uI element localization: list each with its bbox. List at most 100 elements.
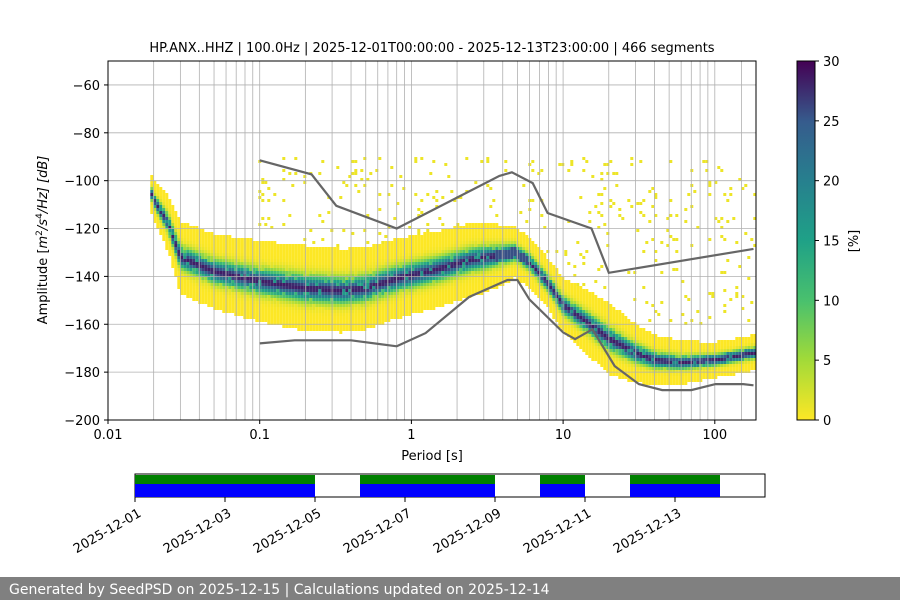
heatmap-cell (213, 265, 217, 268)
heatmap-cell (750, 343, 754, 346)
heatmap-cell (300, 304, 304, 307)
heatmap-cell (438, 271, 442, 274)
heatmap-cell (291, 271, 295, 274)
heatmap-cell (660, 337, 664, 340)
heatmap-cell (300, 280, 304, 283)
heatmap-cell (369, 271, 373, 274)
heatmap-cell (384, 241, 388, 244)
heatmap-cell (627, 364, 631, 367)
heatmap-cell (225, 271, 229, 274)
heatmap-cell (312, 322, 316, 325)
heatmap-cell (468, 280, 472, 283)
heatmap-cell (387, 280, 391, 283)
heatmap-cell (471, 271, 475, 274)
heatmap-cell (168, 250, 172, 253)
heatmap-cell (468, 265, 472, 268)
heatmap-cell (225, 301, 229, 304)
heatmap-cell (588, 340, 592, 343)
heatmap-cell (291, 280, 295, 283)
heatmap-cell (609, 349, 613, 352)
heatmap-cell (699, 352, 703, 355)
heatmap-cell (624, 325, 628, 328)
heatmap-cell (531, 277, 535, 280)
heatmap-cell (531, 274, 535, 277)
heatmap-cell (603, 313, 607, 316)
heatmap-cell (246, 259, 250, 262)
heatmap-cell (201, 268, 205, 271)
heatmap-cell (657, 349, 661, 352)
heatmap-cell (510, 235, 514, 238)
heatmap-cell (708, 373, 712, 376)
heatmap-cell (447, 280, 451, 283)
heatmap-cell (672, 370, 676, 373)
heatmap-cell (405, 268, 409, 271)
heatmap-cell (270, 319, 274, 322)
heatmap-cell (624, 322, 628, 325)
heatmap-cell (417, 247, 421, 250)
heatmap-cell (180, 277, 184, 280)
heatmap-cell (672, 376, 676, 379)
heatmap-cell (273, 289, 277, 292)
heatmap-cell (312, 283, 316, 286)
heatmap-cell (609, 346, 613, 349)
heatmap-cell (402, 310, 406, 313)
heatmap-cell (414, 289, 418, 292)
heatmap-cell (417, 259, 421, 262)
heatmap-cell (354, 325, 358, 328)
heatmap-cell (564, 331, 568, 334)
heatmap-cell (216, 274, 220, 277)
heatmap-cell (663, 352, 667, 355)
heatmap-cell (468, 268, 472, 271)
heatmap-cell (525, 241, 529, 244)
heatmap-cell (189, 250, 193, 253)
heatmap-cell (531, 283, 535, 286)
heatmap-cell (366, 271, 370, 274)
heatmap-cell (336, 298, 340, 301)
heatmap-cell (366, 241, 370, 244)
heatmap-cell (264, 316, 268, 319)
heatmap-cell (414, 274, 418, 277)
heatmap-cell (633, 271, 637, 274)
heatmap-cell (321, 322, 325, 325)
heatmap-cell (231, 238, 235, 241)
heatmap-cell (534, 247, 538, 250)
heatmap-cell (486, 253, 490, 256)
heatmap-cell (267, 301, 271, 304)
heatmap-cell (192, 229, 196, 232)
heatmap-cell (507, 256, 511, 259)
heatmap-cell (264, 256, 268, 259)
heatmap-cell (432, 274, 436, 277)
heatmap-cell (285, 280, 289, 283)
heatmap-cell (546, 283, 550, 286)
heatmap-cell (456, 286, 460, 289)
heatmap-cell (192, 286, 196, 289)
heatmap-cell (489, 283, 493, 286)
heatmap-cell (558, 292, 562, 295)
heatmap-cell (300, 256, 304, 259)
heatmap-cell (402, 295, 406, 298)
heatmap-cell (675, 340, 679, 343)
heatmap-cell (276, 304, 280, 307)
heatmap-cell (582, 169, 586, 172)
heatmap-cell (216, 235, 220, 238)
heatmap-cell (321, 274, 325, 277)
heatmap-cell (423, 265, 427, 268)
heatmap-cell (627, 370, 631, 373)
heatmap-cell (726, 361, 730, 364)
heatmap-cell (513, 244, 517, 247)
heatmap-cell (675, 370, 679, 373)
heatmap-cell (507, 232, 511, 235)
heatmap-cell (384, 316, 388, 319)
heatmap-cell (240, 313, 244, 316)
heatmap-cell (687, 370, 691, 373)
heatmap-cell (564, 304, 568, 307)
heatmap-cell (297, 274, 301, 277)
heatmap-cell (432, 283, 436, 286)
heatmap-cell (171, 256, 175, 259)
heatmap-cell (312, 304, 316, 307)
heatmap-cell (582, 316, 586, 319)
heatmap-cell (600, 178, 604, 181)
heatmap-cell (492, 265, 496, 268)
heatmap-cell (690, 205, 694, 208)
heatmap-cell (438, 286, 442, 289)
